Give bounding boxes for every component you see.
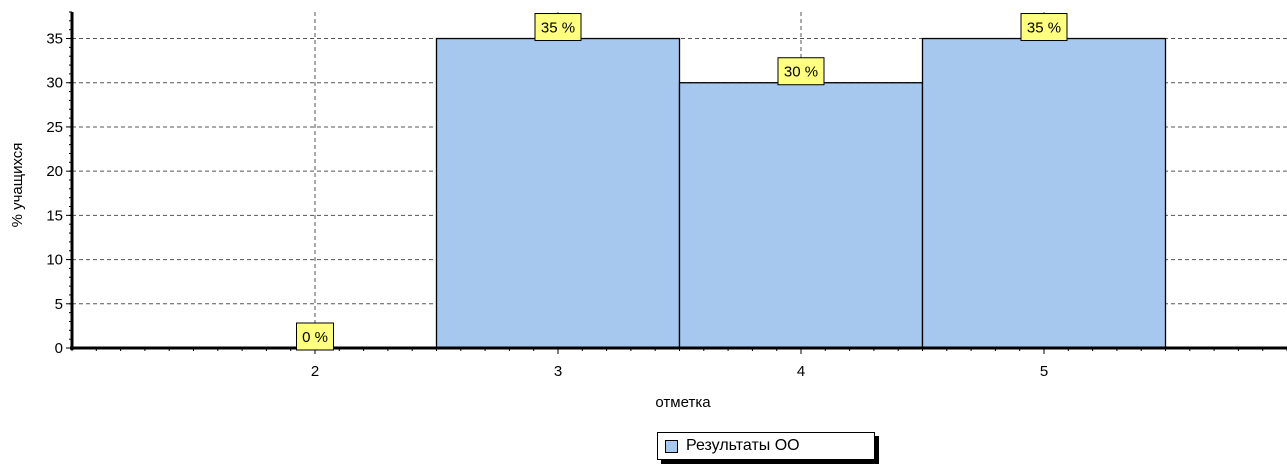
bar-data-label: 0 %: [296, 322, 334, 351]
bar-data-label-text: 0 %: [302, 329, 328, 346]
bar-data-label-box: [296, 322, 334, 351]
bar-data-label-text: 35 %: [1027, 20, 1061, 37]
y-tick-label: 0: [55, 340, 63, 357]
bar-data-label: 35 %: [534, 13, 582, 42]
bar-data-label: 30 %: [777, 57, 825, 86]
x-tick-label: 3: [554, 363, 562, 380]
y-tick-label: 25: [46, 119, 63, 136]
bar: [678, 82, 924, 349]
y-tick-label: 20: [46, 163, 63, 180]
bar-data-label-box: [534, 13, 582, 42]
bar: [435, 37, 681, 349]
y-axis-title: % учащихся: [9, 143, 26, 228]
bar-data-label-text: 30 %: [784, 64, 818, 81]
y-ticks: 0 5 10 15 20 25 30 35: [46, 11, 72, 357]
x-axis-title: отметка: [655, 394, 711, 411]
y-tick-label: 5: [55, 296, 63, 313]
data-labels: 0 % 35 % 30 % 35 %: [296, 13, 1068, 351]
y-tick-label: 30: [46, 75, 63, 92]
bar: [921, 37, 1167, 349]
bar-data-label-text: 35 %: [541, 20, 575, 37]
legend-label: Результаты ОО: [686, 437, 800, 454]
legend: Результаты ОО: [657, 432, 875, 460]
axes: [70, 12, 1287, 350]
x-ticks: 2 3 4 5: [71, 348, 1287, 380]
bar-data-label: 35 %: [1020, 13, 1068, 42]
bar-data-label-box: [777, 57, 825, 86]
x-tick-label: 4: [797, 363, 805, 380]
y-tick-label: 10: [46, 252, 63, 269]
bar-data-label-box: [1020, 13, 1068, 42]
x-tick-label: 5: [1040, 363, 1048, 380]
legend-swatch: [665, 439, 678, 453]
x-tick-label: 2: [311, 363, 319, 380]
y-tick-label: 15: [46, 207, 63, 224]
y-tick-label: 35: [46, 31, 63, 48]
